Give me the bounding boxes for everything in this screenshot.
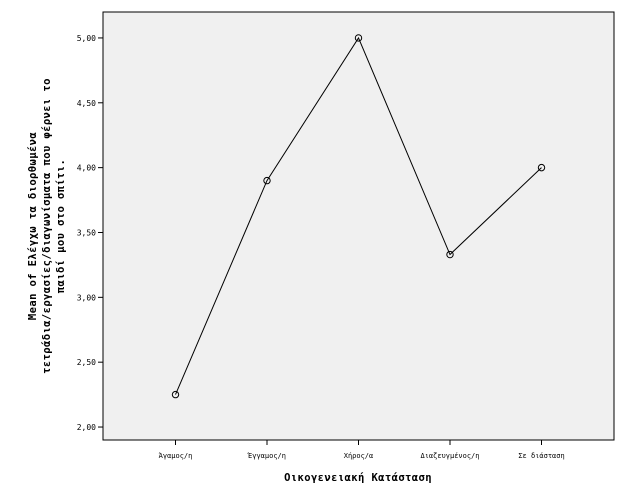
y-tick-label: 5,00 bbox=[77, 34, 96, 43]
data-point bbox=[446, 250, 454, 259]
series-line bbox=[175, 36, 542, 395]
data-markers bbox=[171, 34, 546, 399]
y-axis-title-line-2: τετράδια/εργασίες/διαγωνίσματα που φέρνε… bbox=[41, 78, 53, 374]
y-axis-title-line-3: παιδί μου στο σπίτι. bbox=[55, 159, 67, 293]
y-tick-label: 4,50 bbox=[77, 99, 96, 108]
x-tick-label: Διαζευγμένος/η bbox=[420, 452, 479, 460]
y-tick-label: 4,00 bbox=[77, 164, 96, 173]
y-tick-label: 2,00 bbox=[77, 423, 96, 432]
x-axis-title: Οικογενειακή Κατάσταση bbox=[284, 472, 432, 484]
x-tick-label: Άγαμος/η bbox=[159, 452, 193, 460]
y-tick-label: 3,50 bbox=[77, 228, 96, 237]
y-tick-label: 2,50 bbox=[77, 358, 96, 367]
data-point bbox=[354, 34, 363, 42]
y-axis-title: Mean of Ελέγχω τα διορθωμένα τετράδια/ερ… bbox=[27, 78, 67, 374]
data-point bbox=[171, 390, 180, 399]
data-point bbox=[263, 176, 271, 185]
y-tick-label: 3,00 bbox=[77, 293, 96, 302]
x-tick-label: Σε διάσταση bbox=[518, 452, 564, 460]
data-point bbox=[537, 163, 546, 172]
x-tick-label: Έγγαμος/η bbox=[247, 452, 286, 460]
y-axis-title-line-1: Mean of Ελέγχω τα διορθωμένα bbox=[27, 132, 39, 320]
x-tick-label: Χήρος/α bbox=[344, 452, 374, 460]
x-axis: Άγαμος/η Έγγαμος/η Χήρος/α Διαζευγμένος/η Σε… bbox=[159, 440, 565, 460]
plot-area bbox=[102, 11, 615, 441]
y-axis: 2,00 2,50 3,00 3,50 4,00 4,50 5,00 bbox=[77, 34, 103, 432]
